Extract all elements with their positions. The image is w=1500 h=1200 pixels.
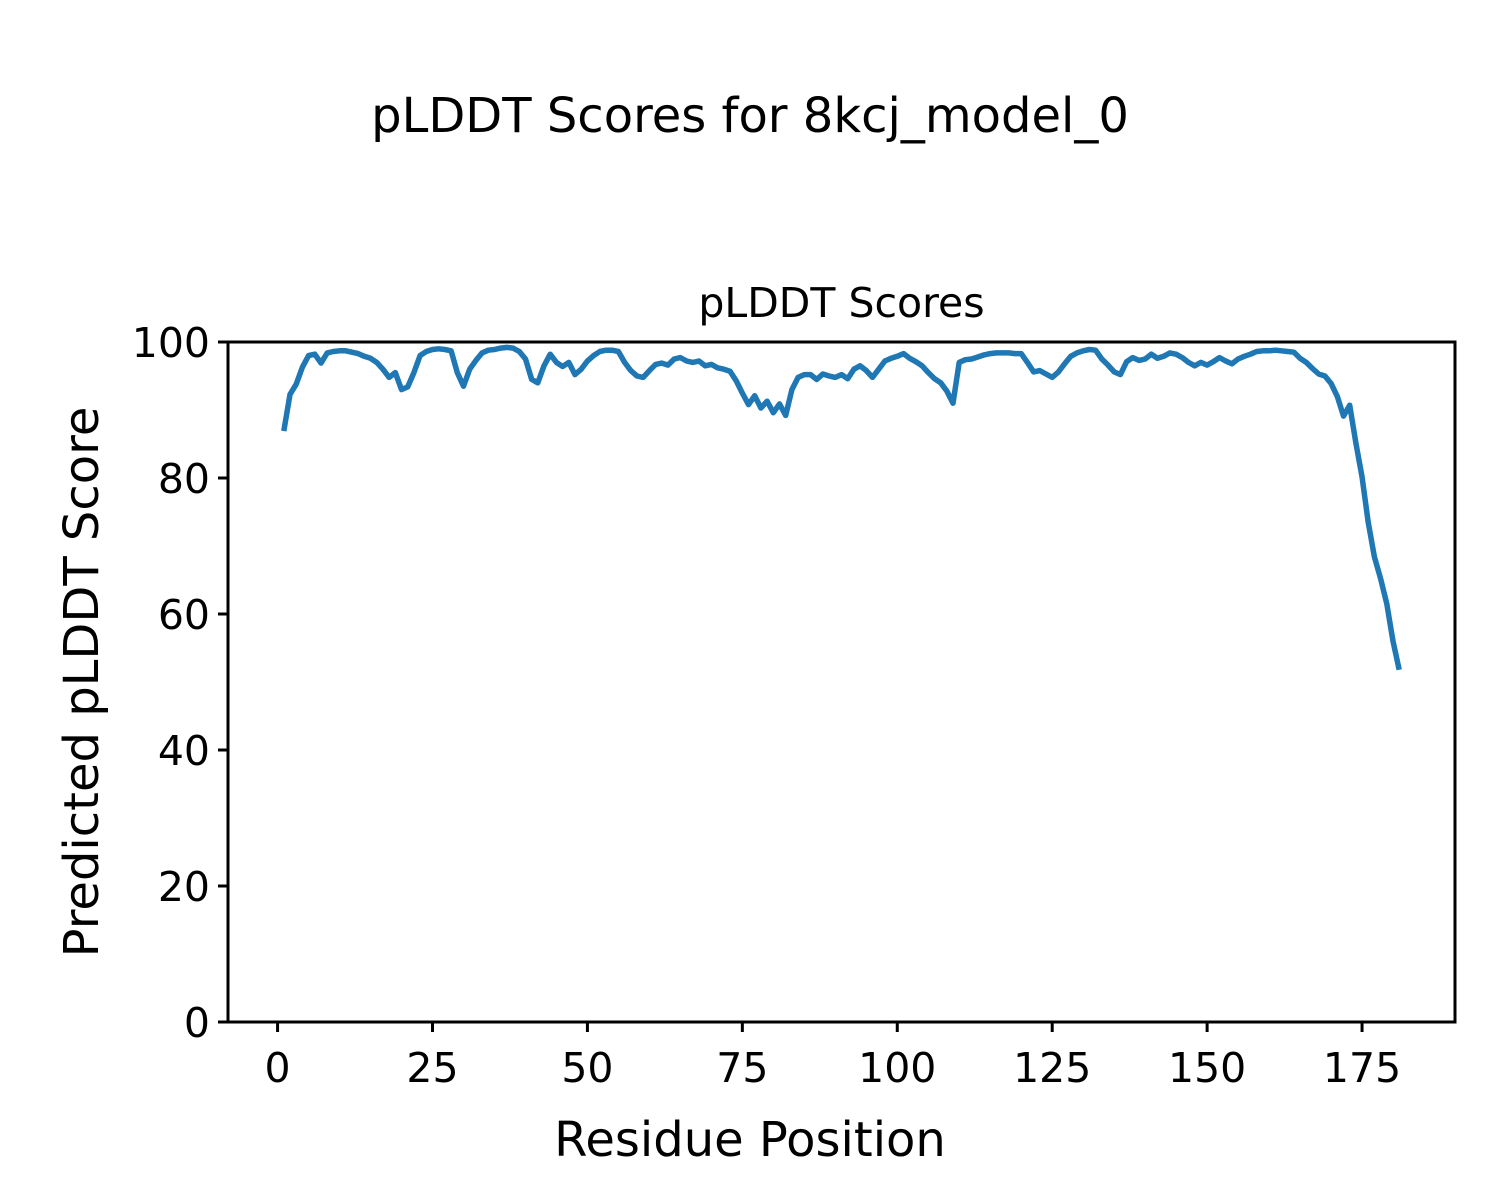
plddt-line — [281, 344, 1402, 671]
y-tick-label: 100 — [132, 319, 210, 367]
y-tick-label: 20 — [158, 863, 210, 911]
y-axis-label: Predicted pLDDT Score — [54, 406, 110, 958]
axes-spines — [226, 340, 1457, 1024]
x-tick-label: 50 — [561, 1044, 613, 1092]
x-tick-label: 150 — [1168, 1044, 1246, 1092]
figure-title: pLDDT Scores for 8kcj_model_0 — [371, 88, 1129, 144]
x-tick-label: 0 — [265, 1044, 291, 1092]
y-tick-label: 80 — [158, 455, 210, 503]
x-axis-label: Residue Position — [554, 1112, 946, 1168]
axes-title: pLDDT Scores — [698, 279, 985, 327]
x-tick-label: 125 — [1013, 1044, 1091, 1092]
y-tick-label: 40 — [158, 727, 210, 775]
x-tick-label: 100 — [858, 1044, 936, 1092]
y-tick-label: 0 — [184, 999, 210, 1047]
x-tick-label: 75 — [716, 1044, 768, 1092]
x-tick-label: 175 — [1323, 1044, 1401, 1092]
y-tick-label: 60 — [158, 591, 210, 639]
x-tick-label: 25 — [406, 1044, 458, 1092]
